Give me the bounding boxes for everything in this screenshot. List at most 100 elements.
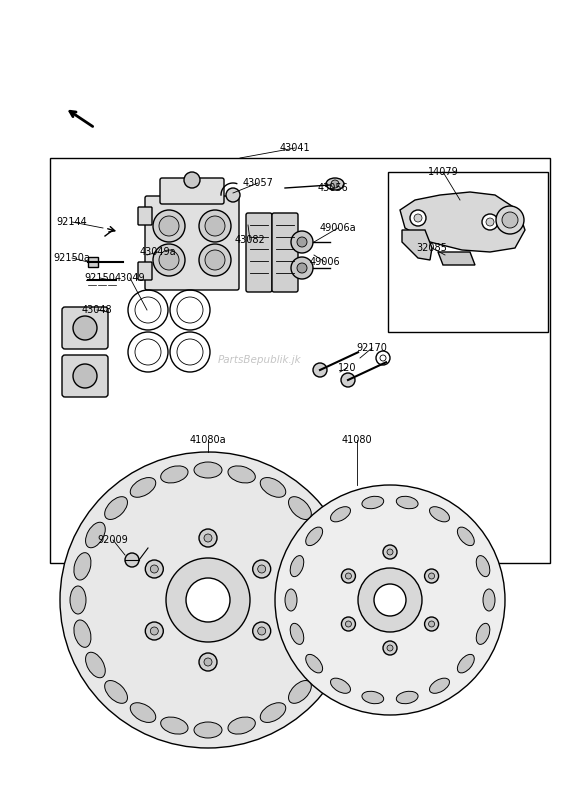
Circle shape <box>410 210 426 226</box>
Circle shape <box>166 558 250 642</box>
Circle shape <box>502 212 518 228</box>
Ellipse shape <box>288 681 311 703</box>
Ellipse shape <box>311 522 331 548</box>
Ellipse shape <box>260 478 286 498</box>
Ellipse shape <box>306 654 322 673</box>
Ellipse shape <box>290 556 304 577</box>
Ellipse shape <box>74 620 91 647</box>
FancyBboxPatch shape <box>62 355 108 397</box>
Circle shape <box>383 641 397 655</box>
Circle shape <box>153 210 185 242</box>
Ellipse shape <box>476 623 490 644</box>
Circle shape <box>153 244 185 276</box>
Circle shape <box>258 565 266 573</box>
Ellipse shape <box>285 589 297 611</box>
Ellipse shape <box>397 691 418 704</box>
Text: 92009: 92009 <box>98 535 128 545</box>
Bar <box>50 158 550 563</box>
Circle shape <box>145 622 164 640</box>
Polygon shape <box>438 252 475 265</box>
Circle shape <box>204 658 212 666</box>
Text: 32085: 32085 <box>416 243 447 253</box>
FancyBboxPatch shape <box>145 196 239 290</box>
Text: 43049: 43049 <box>114 273 145 283</box>
Ellipse shape <box>397 496 418 509</box>
Circle shape <box>345 573 352 579</box>
Text: 43057: 43057 <box>242 178 273 188</box>
Text: PartsBepublik.jk: PartsBepublik.jk <box>218 355 302 365</box>
Circle shape <box>342 617 356 631</box>
Ellipse shape <box>288 497 311 519</box>
Ellipse shape <box>228 466 255 483</box>
Circle shape <box>150 627 158 635</box>
Circle shape <box>345 621 352 627</box>
Ellipse shape <box>194 462 222 478</box>
Circle shape <box>414 214 422 222</box>
Circle shape <box>429 621 434 627</box>
Ellipse shape <box>86 522 105 548</box>
Bar <box>88 257 98 267</box>
Ellipse shape <box>161 466 188 483</box>
Text: 49006a: 49006a <box>319 223 356 233</box>
Circle shape <box>199 244 231 276</box>
Circle shape <box>73 316 97 340</box>
Circle shape <box>60 452 356 748</box>
Circle shape <box>205 216 225 236</box>
FancyBboxPatch shape <box>138 207 152 225</box>
Circle shape <box>199 529 217 547</box>
Ellipse shape <box>457 527 474 546</box>
Ellipse shape <box>130 702 156 722</box>
Circle shape <box>331 180 339 188</box>
Text: 14079: 14079 <box>427 167 458 177</box>
Polygon shape <box>402 230 432 260</box>
Text: 43041: 43041 <box>280 143 310 153</box>
Circle shape <box>186 578 230 622</box>
Polygon shape <box>400 192 525 252</box>
Circle shape <box>253 622 271 640</box>
Text: 43048: 43048 <box>82 305 112 315</box>
Ellipse shape <box>325 620 342 647</box>
Circle shape <box>199 210 231 242</box>
Bar <box>388 172 548 332</box>
Ellipse shape <box>330 586 346 614</box>
Circle shape <box>425 617 439 631</box>
Circle shape <box>387 645 393 651</box>
Circle shape <box>429 573 434 579</box>
Circle shape <box>226 188 240 202</box>
Circle shape <box>387 549 393 555</box>
Text: 92170: 92170 <box>357 343 387 353</box>
Ellipse shape <box>331 678 350 694</box>
Text: 120: 120 <box>338 363 356 373</box>
Circle shape <box>297 237 307 247</box>
Circle shape <box>342 569 356 583</box>
Circle shape <box>486 218 494 226</box>
Circle shape <box>150 565 158 573</box>
Circle shape <box>297 263 307 273</box>
Circle shape <box>291 257 313 279</box>
Circle shape <box>374 584 406 616</box>
Ellipse shape <box>311 652 331 678</box>
Circle shape <box>253 560 271 578</box>
Text: 41080a: 41080a <box>190 435 227 445</box>
Circle shape <box>125 553 139 567</box>
Ellipse shape <box>476 556 490 577</box>
Ellipse shape <box>74 553 91 580</box>
Text: 43056: 43056 <box>318 183 349 193</box>
Circle shape <box>425 569 439 583</box>
Ellipse shape <box>194 722 222 738</box>
Circle shape <box>358 568 422 632</box>
Text: 92150a: 92150a <box>54 253 91 263</box>
Ellipse shape <box>105 497 127 519</box>
Circle shape <box>313 363 327 377</box>
Text: 41080: 41080 <box>342 435 373 445</box>
Text: 92144: 92144 <box>57 217 88 227</box>
Ellipse shape <box>483 589 495 611</box>
Circle shape <box>383 545 397 559</box>
Ellipse shape <box>130 478 156 498</box>
Text: 92150: 92150 <box>85 273 116 283</box>
Ellipse shape <box>362 496 384 509</box>
Text: 43082: 43082 <box>235 235 265 245</box>
Ellipse shape <box>326 178 344 190</box>
Ellipse shape <box>70 586 86 614</box>
Ellipse shape <box>290 623 304 644</box>
